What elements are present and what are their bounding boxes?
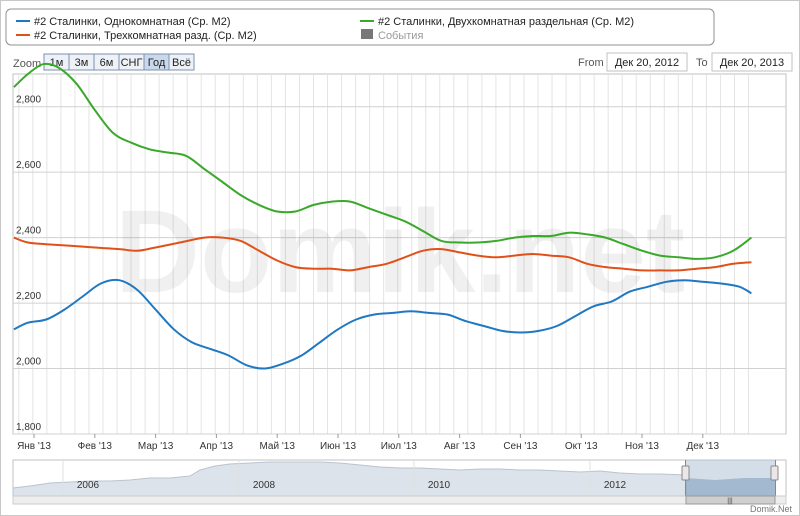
zoom-button-label: СНГ: [121, 57, 143, 69]
x-tick-label: Июл '13: [381, 441, 418, 452]
zoom-button-group: 1м 3м 6м СНГ Год Всё: [43, 53, 195, 71]
x-tick-label: Сен '13: [503, 441, 538, 452]
y-tick-label: 2,200: [16, 291, 41, 302]
x-tick-label: Апр '13: [200, 441, 234, 452]
x-tick-label: Фев '13: [78, 441, 113, 452]
legend-item-1room[interactable]: #2 Сталинки, Однокомнатная (Ср. М2): [16, 16, 231, 28]
zoom-button-bg: [168, 53, 195, 71]
zoom-button-5[interactable]: Год: [143, 53, 170, 71]
series-line-1room[interactable]: [13, 278, 752, 370]
zoom-label: Zoom: [13, 58, 41, 70]
legend-label-3room: #2 Сталинки, Трехкомнатная разд. (Ср. М2…: [34, 30, 257, 42]
x-tick-label: Ноя '13: [625, 441, 659, 452]
vertical-gridlines: [18, 74, 749, 434]
navigator-year-label: 2008: [253, 480, 276, 491]
plot-area: Domik.net 1,800 2,000 2,200 2,400 2,600 2,800: [12, 62, 787, 435]
navigator-right-handle[interactable]: [770, 465, 779, 481]
navigator-left-handle[interactable]: [681, 465, 690, 481]
legend-label-1room: #2 Сталинки, Однокомнатная (Ср. М2): [34, 16, 231, 28]
navigator-year-label: 2010: [428, 480, 451, 491]
y-tick-label: 2,600: [16, 160, 41, 171]
range-to-value: Дек 20, 2013: [720, 57, 784, 69]
legend-item-2room[interactable]: #2 Сталинки, Двухкомнатная раздельная (С…: [360, 16, 634, 28]
range-from-value: Дек 20, 2012: [615, 57, 679, 69]
navigator-year-label: 2012: [604, 480, 627, 491]
legend-swatch-events: [361, 29, 373, 39]
range-from-input[interactable]: [606, 52, 688, 72]
x-tick-label: Авг '13: [444, 441, 476, 452]
legend-item-events[interactable]: События: [361, 29, 423, 42]
scrollbar-grip-icon: |||: [727, 498, 733, 505]
x-axis-labels: Янв '13 Фев '13 Мар '13 Апр '13 Май '13 Июн '…: [17, 434, 719, 452]
x-tick-label: Июн '13: [320, 441, 356, 452]
series-lines: [13, 62, 752, 370]
range-to-input[interactable]: [711, 52, 793, 72]
navigator-year-labels: 2006 2008 2010 2012: [62, 460, 627, 496]
legend-box: [5, 8, 715, 46]
y-tick-label: 2,400: [16, 226, 41, 237]
scrollbar-thumb[interactable]: [685, 495, 776, 505]
legend-label-events: События: [378, 30, 423, 42]
scrollbar: |||: [12, 495, 787, 505]
navigator: 2006 2008 2010 2012: [12, 459, 787, 497]
x-tick-label: Янв '13: [17, 441, 51, 452]
x-tick-label: Окт '13: [565, 441, 598, 452]
credit-text: Domik.Net: [750, 504, 793, 514]
watermark: Domik.net: [115, 186, 685, 318]
zoom-button-3[interactable]: 6м: [93, 53, 120, 71]
zoom-button-label: Год: [148, 57, 166, 69]
y-tick-label: 1,800: [16, 422, 41, 433]
zoom-button-6[interactable]: Всё: [168, 53, 195, 71]
navigator-series-area: [12, 461, 687, 497]
navigator-year-label: 2006: [77, 480, 100, 491]
y-tick-label: 2,800: [16, 95, 41, 106]
zoom-button-label: Всё: [172, 57, 191, 69]
range-from-label: From: [578, 57, 604, 69]
horizontal-gridlines: [13, 106, 786, 435]
x-tick-label: Мар '13: [138, 441, 174, 452]
x-tick-label: Май '13: [259, 441, 295, 452]
zoom-button-label: 6м: [100, 57, 114, 69]
series-line-3room[interactable]: [13, 236, 752, 272]
series-line-2room[interactable]: [13, 62, 752, 260]
legend-label-2room: #2 Сталинки, Двухкомнатная раздельная (С…: [378, 16, 634, 28]
legend-item-3room[interactable]: #2 Сталинки, Трехкомнатная разд. (Ср. М2…: [16, 30, 257, 42]
navigator-selected-series: [686, 478, 775, 496]
x-tick-label: Дек '13: [687, 441, 720, 452]
zoom-button-4[interactable]: СНГ: [118, 53, 145, 71]
y-tick-label: 2,000: [16, 357, 41, 368]
legend: #2 Сталинки, Однокомнатная (Ср. М2) #2 С…: [5, 8, 715, 46]
zoom-button-label: 3м: [75, 57, 89, 69]
y-axis-labels: 1,800 2,000 2,200 2,400 2,600 2,800: [16, 95, 41, 433]
scrollbar-track[interactable]: [12, 495, 787, 505]
zoom-button-2[interactable]: 3м: [68, 53, 95, 71]
range-to-label: To: [696, 57, 708, 69]
